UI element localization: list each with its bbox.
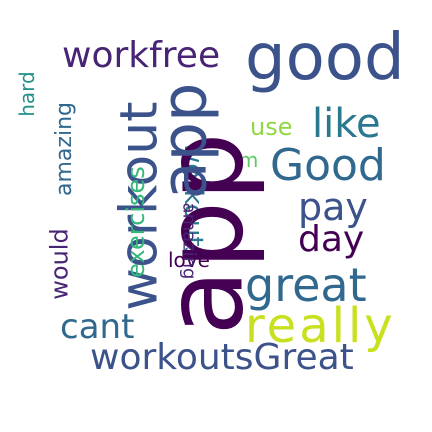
word-cant: cant	[60, 307, 135, 347]
word-hard: hard	[14, 71, 39, 117]
word-app-small: app	[147, 82, 221, 200]
word-love: love	[168, 248, 210, 272]
word-use: use	[250, 113, 293, 141]
word-workoutsgreat: workoutsGreat	[90, 337, 354, 378]
word-day: day	[298, 219, 365, 260]
word-would: would	[45, 228, 74, 300]
word-amazing: amazing	[51, 102, 77, 196]
word-good: good	[245, 21, 405, 95]
word-great: great	[245, 258, 367, 312]
word-like: like	[312, 101, 381, 147]
word-amazing-upside: amazing	[178, 202, 200, 280]
word-really: really	[245, 298, 396, 354]
word-im: Im	[233, 148, 259, 172]
word-workfree: workfree	[62, 35, 221, 76]
word-pay: pay	[298, 185, 368, 229]
word-good-capital: Good	[270, 140, 386, 191]
